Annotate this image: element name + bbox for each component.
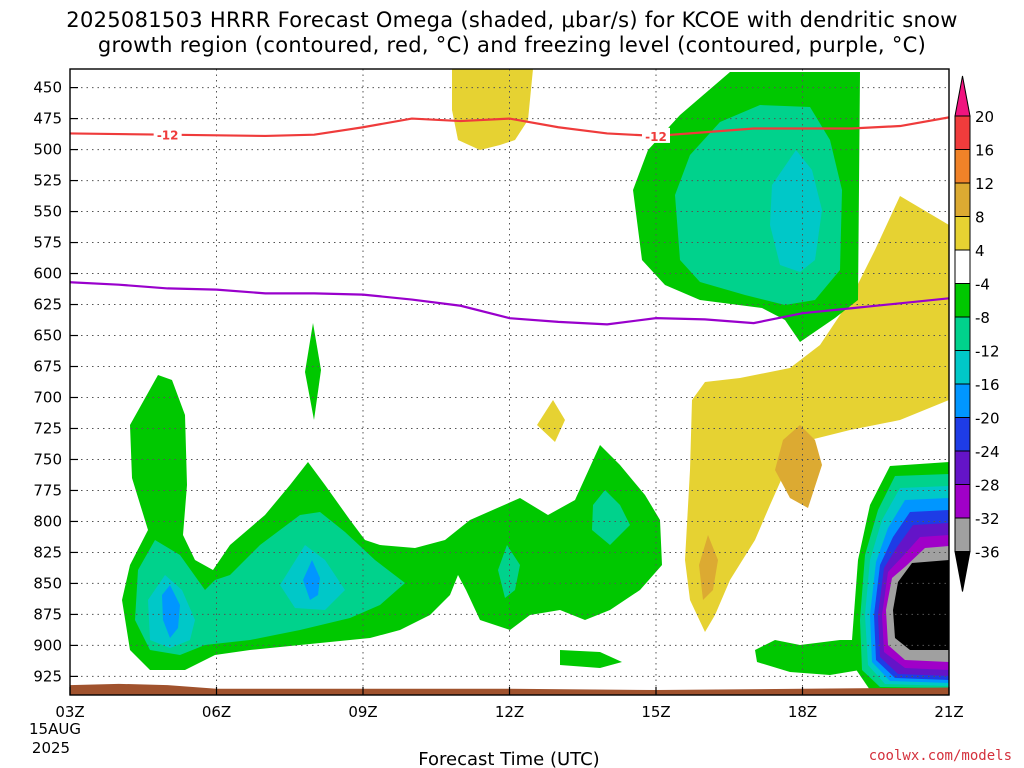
y-tick-label-650: 650: [33, 327, 62, 345]
y-axis: 450 475 500 525 550 575 600 625 650 675 700 725 750 7…: [33, 79, 78, 685]
y-tick-label-625: 625: [33, 296, 62, 314]
colorbar-label-12: -32: [975, 510, 1000, 528]
x-tick-label-03Z: 03Z: [55, 703, 84, 721]
colorbar-box-0: [954, 115, 971, 150]
freezing-level-contour: [70, 281, 949, 326]
colorbar-box-2: [954, 182, 971, 217]
colorbar-box-11: [954, 484, 971, 519]
x-tick-label-18Z: 18Z: [788, 703, 817, 721]
colorbar-label-8: -16: [975, 376, 1000, 394]
y-tick-label-475: 475: [33, 110, 62, 128]
colorbar-label-11: -28: [975, 477, 1000, 495]
colorbar-box-1: [954, 149, 971, 184]
y-tick-label-700: 700: [33, 388, 62, 406]
y-tick-label-600: 600: [33, 265, 62, 283]
omega-region-blue-lower: [162, 585, 180, 638]
y-tick-label-725: 725: [33, 419, 62, 437]
colorbar-box-6: [954, 316, 971, 351]
omega-region-teal-lower: [135, 512, 405, 655]
colorbar-bottom-triangle: [954, 551, 971, 592]
contour-label-0: -12: [157, 129, 179, 143]
colorbar-box-5: [954, 283, 971, 318]
colorbar-box-9: [954, 417, 971, 452]
colorbar: 20 16 12 8 4 -4 -8 -12 -16 -20 -24 -28 -32 -36: [954, 75, 1000, 592]
colorbar-box-10: [954, 450, 971, 485]
y-tick-label-850: 850: [33, 574, 62, 592]
omega-shading: [122, 69, 949, 690]
y-tick-label-450: 450: [33, 79, 62, 97]
colorbar-top-triangle: [954, 75, 971, 117]
colorbar-label-3: 8: [975, 209, 985, 227]
y-tick-label-875: 875: [33, 605, 62, 623]
contour-label-bg-0: [153, 126, 182, 142]
y-tick-label-900: 900: [33, 636, 62, 654]
x-tick-label-12Z: 12Z: [495, 703, 524, 721]
colorbar-label-7: -12: [975, 343, 1000, 361]
omega-region-positive-upper: [452, 69, 533, 150]
dendritic-growth-contour: [70, 116, 949, 138]
colorbar-box-12: [954, 517, 971, 552]
y-tick-label-675: 675: [33, 358, 62, 376]
colorbar-label-13: -36: [975, 544, 1000, 562]
y-tick-label-775: 775: [33, 481, 62, 499]
x-date-line2: 2025: [32, 739, 70, 757]
x-axis-label: Forecast Time (UTC): [418, 749, 599, 768]
colorbar-box-3: [954, 216, 971, 251]
omega-region-core-black: [893, 560, 949, 650]
omega-region-green-spike: [305, 323, 321, 420]
colorbar-box-7: [954, 350, 971, 385]
omega-region-positive-small: [537, 400, 565, 442]
y-tick-label-925: 925: [33, 667, 62, 685]
y-tick-label-825: 825: [33, 543, 62, 561]
omega-region-orange-1: [775, 425, 822, 508]
y-tick-label-800: 800: [33, 512, 62, 530]
grid-lines: [69, 69, 950, 695]
chart-title-line2: growth region (contoured, red, °C) and f…: [97, 33, 927, 57]
colorbar-label-4: 4: [975, 242, 985, 260]
x-tick-label-09Z: 09Z: [348, 703, 377, 721]
omega-region-cyan-upper: [770, 150, 822, 272]
contour-label-1: -12: [645, 130, 667, 144]
colorbar-label-10: -24: [975, 443, 1000, 461]
colorbar-box-4: [954, 249, 971, 284]
x-tick-label-15Z: 15Z: [641, 703, 670, 721]
omega-region-blue-lower-2: [303, 560, 320, 600]
x-axis: 03Z 06Z 09Z 12Z 15Z 18Z 21Z: [55, 687, 964, 721]
omega-region-teal-lower-3: [592, 490, 630, 545]
credit-text: coolwx.com/models: [869, 748, 1012, 764]
colorbar-label-9: -20: [975, 410, 1000, 428]
omega-region-green-lower-bar: [560, 650, 622, 668]
omega-region-teal-lower-2: [498, 545, 520, 598]
colorbar-label-1: 16: [975, 142, 994, 160]
colorbar-box-8: [954, 383, 971, 418]
y-tick-label-525: 525: [33, 172, 62, 190]
colorbar-label-5: -4: [975, 276, 990, 294]
chart-title-line1: 2025081503 HRRR Forecast Omega (shaded, …: [66, 8, 958, 32]
y-tick-label-550: 550: [33, 203, 62, 221]
y-tick-label-750: 750: [33, 450, 62, 468]
x-tick-label-21Z: 21Z: [934, 703, 963, 721]
colorbar-label-6: -8: [975, 309, 990, 327]
omega-region-green-right-bottom: [755, 640, 860, 675]
y-tick-label-500: 500: [33, 141, 62, 159]
x-tick-label-06Z: 06Z: [202, 703, 231, 721]
x-date-line1: 15AUG: [29, 720, 81, 738]
colorbar-label-2: 12: [975, 175, 994, 193]
colorbar-label-0: 20: [975, 108, 994, 126]
y-tick-label-575: 575: [33, 234, 62, 252]
contour-label-bg-1: [642, 127, 670, 143]
